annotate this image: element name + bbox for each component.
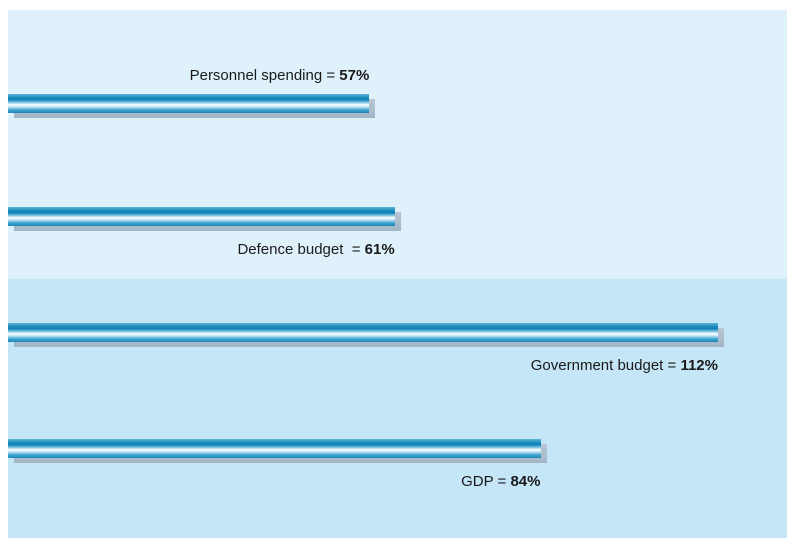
bar-value-label: 84% (510, 473, 541, 490)
bar-label-prefix: Government budget = (530, 357, 681, 374)
bar-label-prefix: Personnel spending = (189, 67, 340, 84)
bar-label-prefix: Defence budget = (237, 241, 365, 258)
bar-value-label: 61% (364, 241, 395, 258)
chart-background-top (8, 10, 787, 279)
bar-2 (8, 207, 395, 226)
bar-label-2: Defence budget = 61% (237, 241, 394, 259)
bar-4 (8, 439, 541, 458)
bar-value-label: 57% (339, 67, 370, 84)
bar-label-prefix: GDP = (461, 473, 511, 490)
bar-3 (8, 323, 718, 342)
bar-value-label: 112% (680, 357, 718, 374)
chart-background-bottom (8, 279, 787, 538)
bar-1 (8, 94, 370, 113)
bar-label-3: Government budget = 112% (531, 357, 718, 375)
bar-label-4: GDP = 84% (461, 473, 540, 491)
bar-label-1: Personnel spending = 57% (190, 67, 370, 85)
